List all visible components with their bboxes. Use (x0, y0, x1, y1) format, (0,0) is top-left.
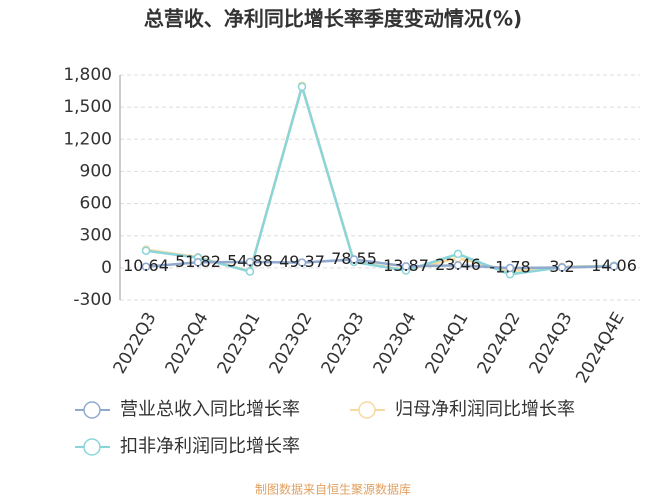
data-label: 54.88 (227, 251, 273, 270)
legend-marker (83, 438, 101, 456)
y-tick-label: 0 (101, 258, 112, 278)
point (297, 258, 307, 267)
data-label: 23.46 (435, 255, 481, 274)
series-line (145, 82, 615, 276)
y-tick-label: -300 (73, 290, 112, 310)
x-tick-label: 2022Q4 (162, 309, 213, 377)
point (557, 263, 567, 272)
data-label: 51.82 (175, 252, 221, 271)
y-tick-label: 300 (80, 226, 112, 246)
y-tick-label: 600 (80, 194, 112, 214)
point (141, 262, 151, 271)
x-tick-label: 2024Q4E (572, 309, 628, 387)
x-tick-label: 2023Q4 (370, 309, 421, 377)
x-tick-label: 2024Q1 (422, 309, 473, 377)
x-tick-label: 2022Q3 (110, 309, 161, 377)
y-tick-label: 1,800 (63, 65, 112, 85)
y-tick-label: 1,200 (63, 129, 112, 149)
x-tick-label: 2023Q1 (214, 309, 265, 377)
legend-label: 营业总收入同比增长率 (120, 399, 300, 420)
series-line (145, 81, 615, 273)
point (245, 257, 255, 267)
point (609, 262, 619, 271)
legend-marker (358, 401, 376, 419)
series-line (145, 258, 615, 270)
data-label: 49.37 (279, 252, 325, 271)
legend-label: 扣非净利润同比增长率 (120, 436, 300, 457)
point (453, 261, 463, 270)
data-label: 78.55 (331, 249, 377, 268)
chart-title: 总营收、净利同比增长率季度变动情况(%) (144, 7, 522, 31)
y-tick-label: 1,500 (63, 97, 112, 117)
point (349, 255, 359, 264)
source: 制图数据来自恒生聚源数据库 (255, 482, 411, 497)
point (401, 262, 411, 271)
data-label: -1.78 (489, 258, 530, 277)
data-label: 14.06 (591, 256, 637, 275)
point (193, 258, 203, 267)
point (453, 249, 463, 259)
legend-label: 归母净利润同比增长率 (395, 399, 575, 420)
point (505, 263, 515, 273)
point (297, 82, 307, 92)
x-tick-label: 2023Q3 (318, 309, 369, 377)
data-label: 10.64 (123, 256, 169, 275)
data-label: 3.2 (549, 257, 574, 276)
x-tick-label: 2024Q2 (474, 309, 525, 377)
data-label: 13.87 (383, 256, 429, 275)
y-tick-label: 900 (80, 161, 112, 181)
point (245, 267, 255, 276)
point (141, 246, 151, 255)
x-tick-label: 2023Q2 (266, 309, 317, 377)
legend-marker (83, 401, 101, 419)
x-tick-label: 2024Q3 (526, 309, 577, 377)
